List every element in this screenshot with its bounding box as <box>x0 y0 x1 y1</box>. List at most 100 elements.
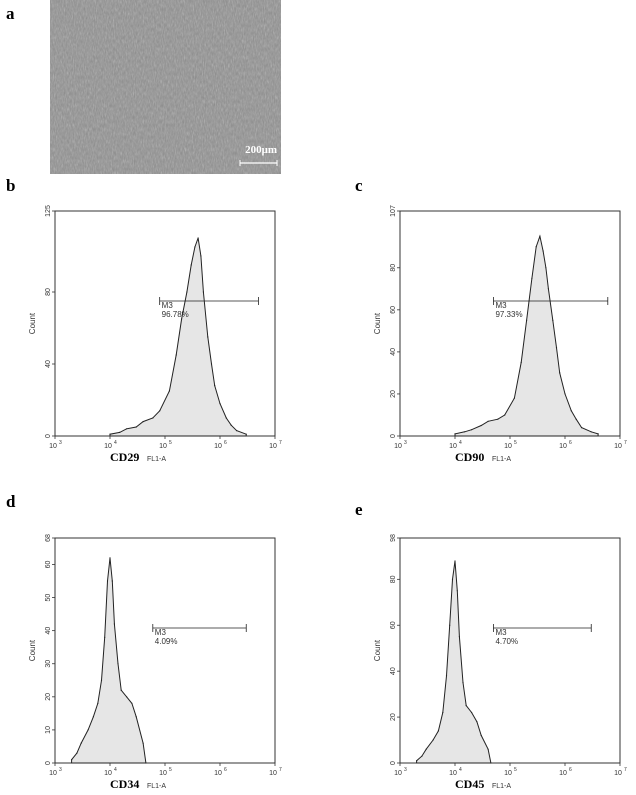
histogram-point <box>126 696 128 698</box>
histogram-point <box>597 433 599 435</box>
histogram-cd34: 0 10 20 30 40 50 60 68 Count 10 3 10 4 10 5 10 6 10 7 CD34 F… <box>0 532 300 795</box>
y-tick-label: 20 <box>390 713 397 721</box>
scale-bar-label: 200μm <box>245 144 277 156</box>
histogram-point <box>230 424 232 426</box>
x-tick-label: 10 <box>394 443 402 450</box>
histogram-point <box>145 762 147 764</box>
x-tick-exponent: 7 <box>624 767 627 773</box>
y-tick-label: 60 <box>45 560 52 568</box>
x-tick-label: 10 <box>159 443 167 450</box>
histogram-point <box>126 428 128 430</box>
histogram-point <box>456 590 458 592</box>
marker-label: M3 <box>495 628 507 637</box>
histogram-point <box>535 246 537 248</box>
x-tick-exponent: 3 <box>59 767 62 773</box>
x-tick-label: 10 <box>504 770 512 777</box>
x-tick-label: 10 <box>449 443 457 450</box>
y-tick-label: 10 <box>45 726 52 734</box>
panel-letter-c: c <box>355 176 363 195</box>
histogram-point <box>445 675 448 677</box>
histogram-point <box>104 636 106 638</box>
y-tick-label: 68 <box>45 534 52 542</box>
y-tick-label: 98 <box>390 534 397 542</box>
x-tick-exponent: 7 <box>624 440 627 446</box>
panel-letter-e: e <box>355 500 363 519</box>
x-tick-exponent: 7 <box>279 440 282 446</box>
histogram-point <box>168 390 170 392</box>
x-axis-marker-name: CD34 <box>110 777 139 791</box>
histogram-point <box>142 421 144 423</box>
histogram-point <box>539 235 541 237</box>
x-tick-label: 10 <box>104 443 112 450</box>
histogram-point <box>487 748 489 750</box>
y-tick-label: 40 <box>45 627 52 635</box>
histogram-point <box>454 560 456 562</box>
histogram-point <box>194 246 196 248</box>
histogram-point <box>581 427 583 429</box>
histogram-point <box>513 397 515 399</box>
histogram-point <box>462 682 464 684</box>
y-tick-label: 0 <box>45 434 52 438</box>
x-tick-exponent: 3 <box>404 767 407 773</box>
histogram-point <box>109 557 111 559</box>
histogram-cd29: 0 40 80 125 Count 10 3 10 4 10 5 10 6 10 7 CD29 FL1-A M3 9… <box>0 205 300 475</box>
histogram-point <box>117 663 119 665</box>
histogram-point <box>142 742 144 744</box>
x-axis-channel: FL1-A <box>147 456 166 463</box>
histogram-point <box>210 363 213 365</box>
x-tick-label: 10 <box>449 770 457 777</box>
y-tick-label: 60 <box>390 306 397 314</box>
x-tick-label: 10 <box>49 770 57 777</box>
histogram-point <box>476 721 478 723</box>
histogram-point <box>92 716 94 718</box>
histogram-point <box>119 431 121 433</box>
histogram-point <box>570 410 572 412</box>
histogram-point <box>454 433 456 435</box>
y-tick-label: 40 <box>390 667 397 675</box>
x-tick-label: 10 <box>394 770 402 777</box>
histogram-point <box>504 414 506 416</box>
histogram-point <box>113 623 115 625</box>
histogram-point <box>437 730 439 732</box>
panel-letter-d: d <box>6 492 16 511</box>
x-axis-channel: FL1-A <box>492 456 511 463</box>
histogram-point <box>135 716 137 718</box>
histogram-point <box>451 578 454 580</box>
panel-letter-b: b <box>6 176 16 195</box>
x-tick-label: 10 <box>614 443 622 450</box>
histogram-point <box>526 319 528 321</box>
y-tick-label: 107 <box>390 205 397 217</box>
histogram-point <box>202 291 204 293</box>
marker-percent: 97.33% <box>495 310 522 319</box>
histogram-point <box>471 711 473 714</box>
histogram-point <box>458 636 460 638</box>
histogram-point <box>219 403 221 405</box>
marker-percent: 96.78% <box>162 310 189 319</box>
histogram-point <box>590 431 592 433</box>
histogram-point <box>449 624 451 626</box>
y-tick-label: 40 <box>390 348 397 356</box>
x-tick-exponent: 4 <box>114 440 117 446</box>
y-axis-label: Count <box>373 639 382 661</box>
x-axis-marker-name: CD29 <box>110 450 139 464</box>
cell-micrograph: 200μm <box>50 0 281 174</box>
histogram-point <box>135 426 137 428</box>
histogram-point <box>471 429 473 431</box>
histogram-point <box>186 291 188 293</box>
histogram-point <box>564 393 566 395</box>
histogram-point <box>425 748 427 750</box>
histogram-point <box>207 336 209 338</box>
histogram-point <box>480 734 482 736</box>
x-tick-label: 10 <box>614 770 622 777</box>
histogram-point <box>225 417 227 419</box>
histogram-point <box>520 361 522 363</box>
x-axis-marker-name: CD45 <box>455 777 484 791</box>
y-axis-label: Count <box>28 639 37 661</box>
histogram-point <box>490 762 492 764</box>
histogram-area <box>454 234 599 437</box>
x-tick-exponent: 3 <box>404 440 407 446</box>
histogram-point <box>80 742 82 744</box>
histogram-point <box>200 255 202 257</box>
y-tick-label: 80 <box>390 575 397 583</box>
histogram-point <box>552 319 554 321</box>
